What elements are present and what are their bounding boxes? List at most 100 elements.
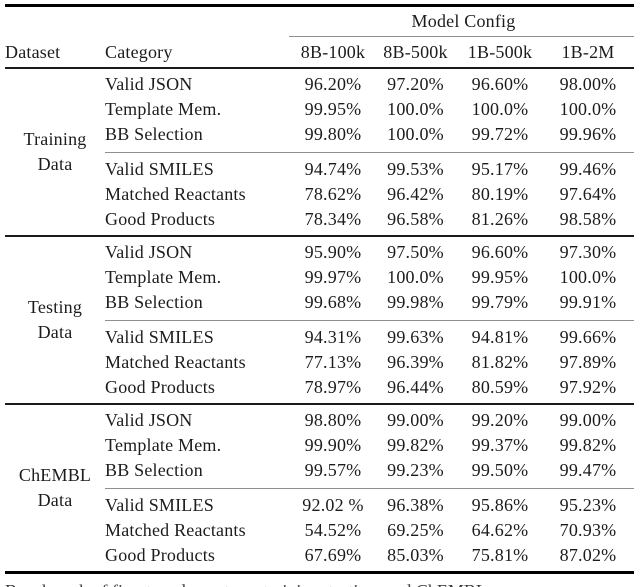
value-cell: 95.90% [304,242,362,262]
category-cell: Valid JSON [105,410,193,430]
value-cell: 96.60% [471,74,529,94]
value-cell: 99.95% [304,99,362,119]
sub-block-divider [105,320,634,321]
table-row: Valid JSON 95.90% 97.50% 96.60% 97.30% [5,240,634,265]
table-row: Good Products 78.34% 96.58% 81.26% 98.58… [5,207,634,232]
dataset-label-training: Training Data [5,72,105,232]
category-cell: Valid SMILES [105,159,214,179]
category-cell: BB Selection [105,292,203,312]
value-cell: 99.82% [387,435,444,455]
value-cell: 99.37% [471,435,529,455]
value-cell: 97.20% [387,74,444,94]
value-cell: 77.13% [304,352,362,372]
caption-clipped: Benchmark of fine-tuned agents on traini… [5,577,634,587]
model-config-underline [289,36,634,37]
value-cell: 99.90% [304,435,362,455]
table-row: Valid SMILES 94.31% 99.63% 94.81% 99.66% [5,325,634,350]
category-cell: Matched Reactants [105,184,246,204]
bottom-rule [5,571,634,574]
model-config-title: Model Config [411,11,516,31]
value-cell: 99.47% [559,460,617,480]
dataset-label-line2: Data [37,490,73,510]
value-cell: 96.44% [387,377,444,397]
value-cell: 95.86% [471,495,529,515]
dataset-label-testing: Testing Data [5,240,105,400]
value-cell: 94.81% [471,327,529,347]
table-row: Valid SMILES 92.02 % 96.38% 95.86% 95.23… [5,493,634,518]
value-cell: 96.20% [304,74,362,94]
value-cell: 67.69% [304,545,362,565]
category-cell: Template Mem. [105,267,222,287]
value-cell: 100.0% [559,267,617,287]
value-cell: 100.0% [387,124,444,144]
value-cell: 96.60% [471,242,529,262]
table-row: Valid JSON 98.80% 99.00% 99.20% 99.00% [5,408,634,433]
category-cell: Good Products [105,377,216,397]
value-cell: 99.82% [559,435,617,455]
category-cell: Good Products [105,545,216,565]
col-header-dataset: Dataset [5,42,61,62]
value-cell: 85.03% [387,545,444,565]
table-row: BB Selection 99.57% 99.23% 99.50% 99.47% [5,458,634,483]
dataset-label-line2: Data [37,322,73,342]
value-cell: 75.81% [471,545,529,565]
value-cell: 99.96% [559,124,617,144]
dataset-label-line1: ChEMBL [18,465,92,485]
value-cell: 98.58% [559,209,617,229]
value-cell: 97.89% [559,352,617,372]
table-row: Template Mem. 99.90% 99.82% 99.37% 99.82… [5,433,634,458]
benchmark-table: Model Config Dataset Category 8B-100k 8B… [5,4,634,587]
value-cell: 96.42% [387,184,444,204]
header-bottom-rule [5,67,634,69]
value-cell: 99.91% [559,292,617,312]
value-cell: 81.82% [471,352,529,372]
value-cell: 99.98% [387,292,444,312]
col-header-category: Category [105,42,173,62]
value-cell: 78.97% [304,377,362,397]
table-row: Valid SMILES 94.74% 99.53% 95.17% 99.46% [5,157,634,182]
value-cell: 97.64% [559,184,617,204]
sub-block-divider [105,488,634,489]
table-row: Good Products 67.69% 85.03% 75.81% 87.02… [5,543,634,568]
value-cell: 95.23% [559,495,617,515]
value-cell: 54.52% [304,520,362,540]
category-cell: Template Mem. [105,435,222,455]
table-row: Matched Reactants 54.52% 69.25% 64.62% 7… [5,518,634,543]
table-row: Template Mem. 99.97% 100.0% 99.95% 100.0… [5,265,634,290]
table-row: Valid JSON 96.20% 97.20% 96.60% 98.00% [5,72,634,97]
model-config-header-row: Model Config [5,7,634,36]
value-cell: 97.50% [387,242,444,262]
value-cell: 94.31% [304,327,362,347]
value-cell: 99.53% [387,159,444,179]
table-row: Template Mem. 99.95% 100.0% 100.0% 100.0… [5,97,634,122]
group-training-data: Training Data Valid JSON 96.20% 97.20% 9… [5,72,634,232]
value-cell: 99.97% [304,267,362,287]
dataset-label-line1: Testing [27,297,83,317]
value-cell: 99.72% [471,124,529,144]
value-cell: 99.68% [304,292,362,312]
col-header-1b-2m: 1B-2M [561,42,615,62]
category-cell: Valid JSON [105,74,193,94]
value-cell: 80.59% [471,377,529,397]
dataset-label-line1: Training [23,129,87,149]
value-cell: 100.0% [471,99,529,119]
value-cell: 95.17% [471,159,529,179]
value-cell: 80.19% [471,184,529,204]
value-cell: 99.46% [559,159,617,179]
value-cell: 100.0% [387,99,444,119]
value-cell: 78.62% [304,184,362,204]
table-row: BB Selection 99.68% 99.98% 99.79% 99.91% [5,290,634,315]
dataset-label-chembl: ChEMBL Data [5,408,105,568]
category-cell: Good Products [105,209,216,229]
value-cell: 99.57% [304,460,362,480]
category-cell: BB Selection [105,460,203,480]
value-cell: 81.26% [471,209,529,229]
value-cell: 98.80% [304,410,362,430]
value-cell: 78.34% [304,209,362,229]
value-cell: 96.38% [387,495,444,515]
column-header-row: Dataset Category 8B-100k 8B-500k 1B-500k… [5,37,634,67]
value-cell: 99.95% [471,267,529,287]
value-cell: 99.23% [387,460,444,480]
value-cell: 99.20% [471,410,529,430]
